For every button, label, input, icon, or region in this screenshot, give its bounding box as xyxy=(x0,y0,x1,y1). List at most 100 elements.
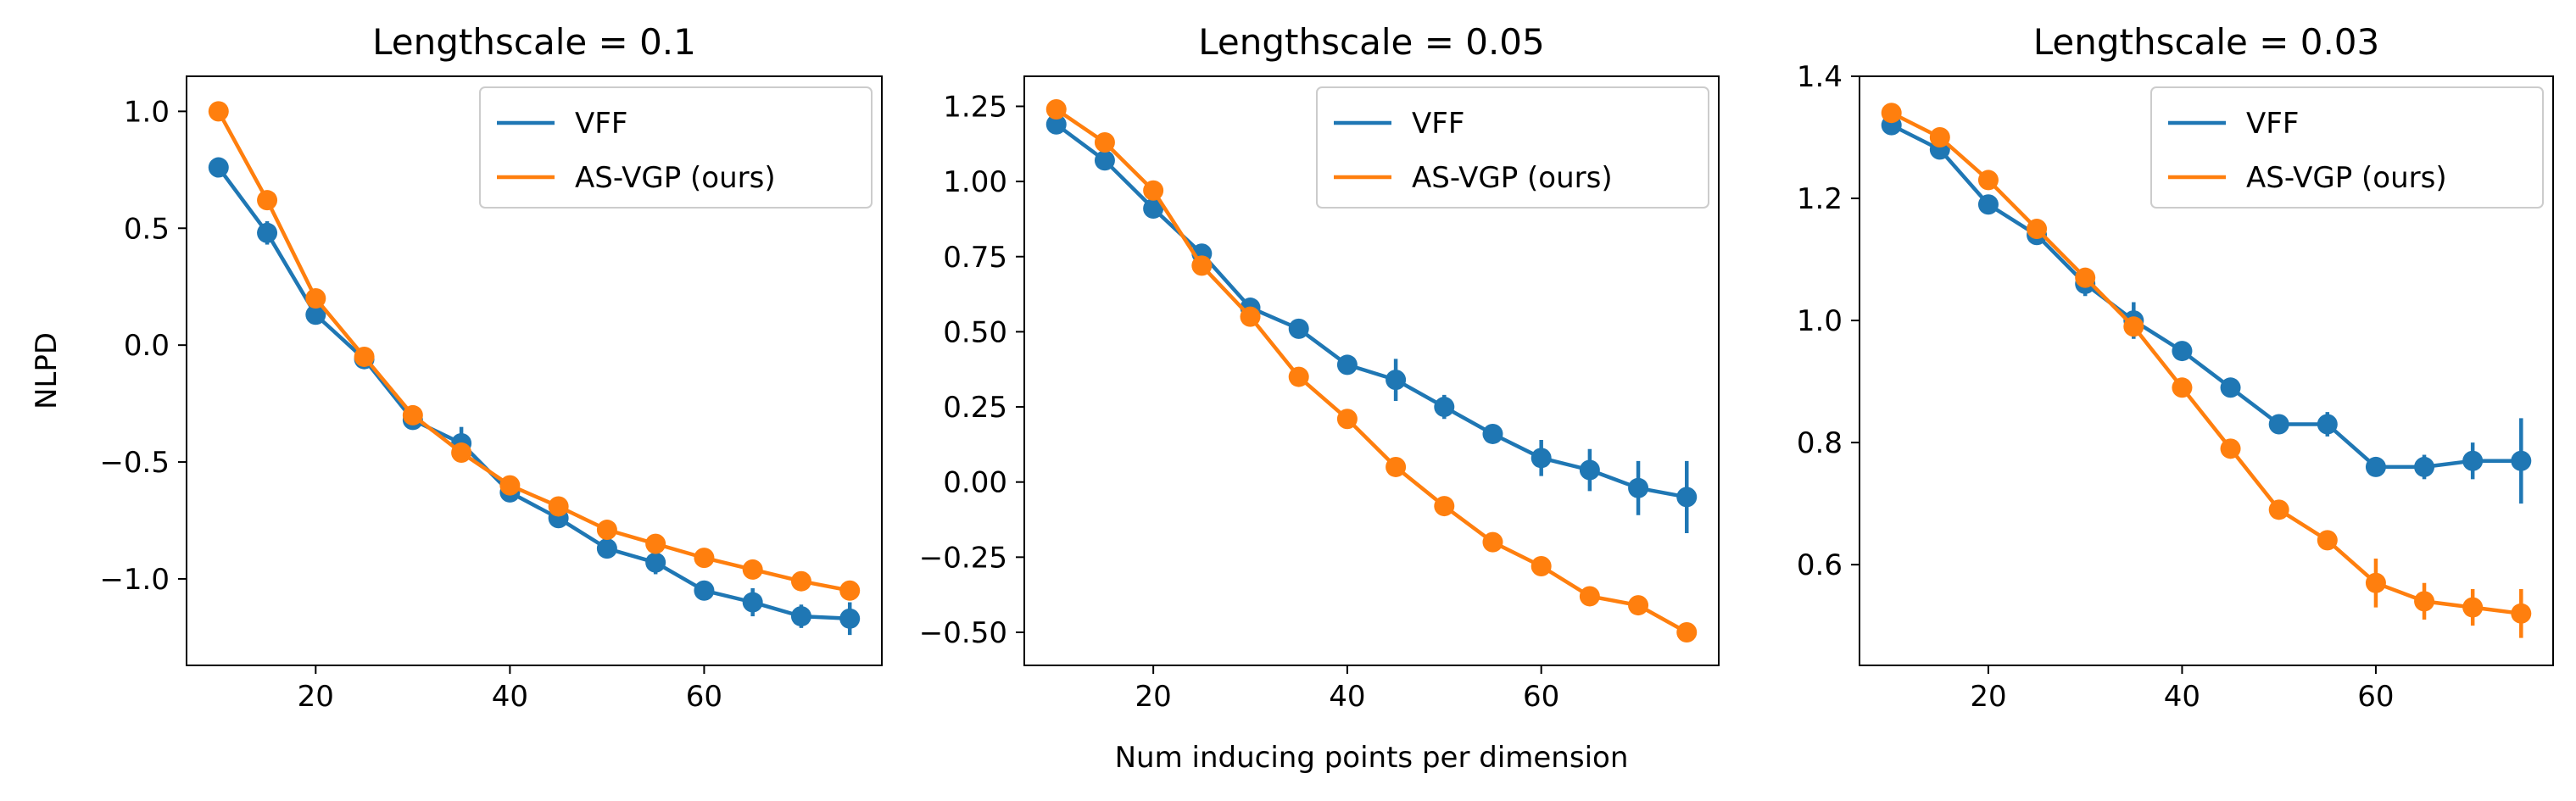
data-point xyxy=(2075,267,2096,288)
data-point xyxy=(2220,377,2241,398)
y-tick-label: 0.6 xyxy=(1797,548,1843,582)
data-point xyxy=(1531,555,1552,576)
data-point xyxy=(1094,150,1115,171)
x-tick-label: 20 xyxy=(1970,680,2006,714)
x-tick-label: 60 xyxy=(2357,680,2394,714)
data-point xyxy=(839,608,861,629)
series-vff xyxy=(208,157,861,636)
series-asvgp xyxy=(208,101,861,601)
y-tick-label: 0.0 xyxy=(124,329,170,363)
y-axis-label: NLPD xyxy=(30,332,64,409)
data-point xyxy=(2172,341,2193,362)
legend-label: VFF xyxy=(575,107,627,141)
data-point xyxy=(2365,572,2386,593)
y-tick-label: −1.0 xyxy=(99,563,170,597)
data-point xyxy=(596,520,617,541)
series-vff xyxy=(1045,114,1698,533)
data-point xyxy=(305,304,326,325)
x-tick-label: 40 xyxy=(492,680,528,714)
legend: VFF AS-VGP (ours) xyxy=(479,86,873,209)
y-tick-label: −0.50 xyxy=(919,616,1007,650)
x-tick-label: 40 xyxy=(2164,680,2200,714)
y-tick-label: 0.00 xyxy=(943,466,1007,500)
data-point xyxy=(2414,591,2435,612)
data-point xyxy=(1434,397,1455,418)
legend-box xyxy=(1316,86,1709,209)
data-point xyxy=(2511,450,2532,471)
data-point xyxy=(694,580,715,601)
data-point xyxy=(1434,496,1455,517)
data-point xyxy=(2462,450,2484,471)
y-tick-label: 1.25 xyxy=(943,90,1007,124)
y-tick-label: −0.25 xyxy=(919,541,1007,575)
data-point xyxy=(1628,477,1649,498)
y-tick-label: 1.0 xyxy=(124,95,170,129)
data-point xyxy=(257,222,278,243)
legend-label: AS-VGP (ours) xyxy=(575,161,776,195)
data-point xyxy=(2268,499,2289,520)
data-point xyxy=(1045,99,1067,120)
data-point xyxy=(208,157,229,178)
y-tick-label: 0.8 xyxy=(1797,426,1843,460)
data-point xyxy=(1143,180,1164,201)
data-point xyxy=(2511,603,2532,624)
data-point xyxy=(402,404,423,426)
legend: VFF AS-VGP (ours) xyxy=(2150,86,2544,209)
data-point xyxy=(1191,255,1213,276)
data-point xyxy=(1531,448,1552,469)
data-point xyxy=(1336,354,1358,375)
x-tick-label: 60 xyxy=(686,680,722,714)
axes-frame xyxy=(186,75,883,666)
axes-frame xyxy=(1859,75,2554,666)
data-point xyxy=(645,552,666,573)
y-tick-label: 1.4 xyxy=(1797,60,1843,94)
data-point xyxy=(1288,366,1309,387)
data-point xyxy=(208,101,229,122)
data-point xyxy=(1240,306,1261,327)
series-line xyxy=(216,166,850,621)
data-point xyxy=(1881,103,1902,124)
data-point xyxy=(1579,586,1600,607)
data-point xyxy=(2317,530,2338,551)
data-point xyxy=(2172,377,2193,398)
data-point xyxy=(2123,316,2144,337)
data-point xyxy=(2220,438,2241,459)
legend-box xyxy=(2150,86,2544,209)
legend-label: AS-VGP (ours) xyxy=(1412,161,1613,195)
data-point xyxy=(354,346,375,367)
data-point xyxy=(790,606,811,627)
data-point xyxy=(742,559,763,580)
panel-lengthscale-0.05: Lengthscale = 0.05 20 40 60 1.25 1.00 0.75 0.50… xyxy=(919,21,1720,775)
x-tick-label: 20 xyxy=(1135,680,1171,714)
y-tick-label: −0.5 xyxy=(99,446,170,480)
data-point xyxy=(596,538,617,559)
data-point xyxy=(1977,194,1999,215)
data-point xyxy=(1929,127,1950,148)
legend-label: VFF xyxy=(2246,107,2299,141)
data-point xyxy=(499,475,521,496)
data-point xyxy=(1336,409,1358,430)
axes-frame xyxy=(1023,75,1720,666)
legend: VFF AS-VGP (ours) xyxy=(1316,86,1709,209)
legend-label: AS-VGP (ours) xyxy=(2246,161,2447,195)
y-tick-label: 0.5 xyxy=(124,212,170,246)
data-point xyxy=(451,442,472,464)
legend-label: VFF xyxy=(1412,107,1464,141)
legend-box xyxy=(479,86,873,209)
y-tick-label: 1.0 xyxy=(1797,304,1843,338)
chart-title: Lengthscale = 0.05 xyxy=(1198,21,1545,63)
x-axis-label: Num inducing points per dimension xyxy=(1115,741,1629,775)
series-asvgp xyxy=(1045,99,1698,642)
data-point xyxy=(1977,170,1999,191)
data-point xyxy=(305,288,326,309)
data-point xyxy=(839,580,861,601)
data-point xyxy=(257,190,278,211)
data-point xyxy=(1676,621,1698,642)
data-point xyxy=(1676,487,1698,508)
data-point xyxy=(2414,456,2435,477)
y-tick-label: 1.00 xyxy=(943,165,1007,199)
data-point xyxy=(1386,456,1407,477)
x-tick-label: 40 xyxy=(1329,680,1365,714)
data-point xyxy=(1482,423,1503,444)
